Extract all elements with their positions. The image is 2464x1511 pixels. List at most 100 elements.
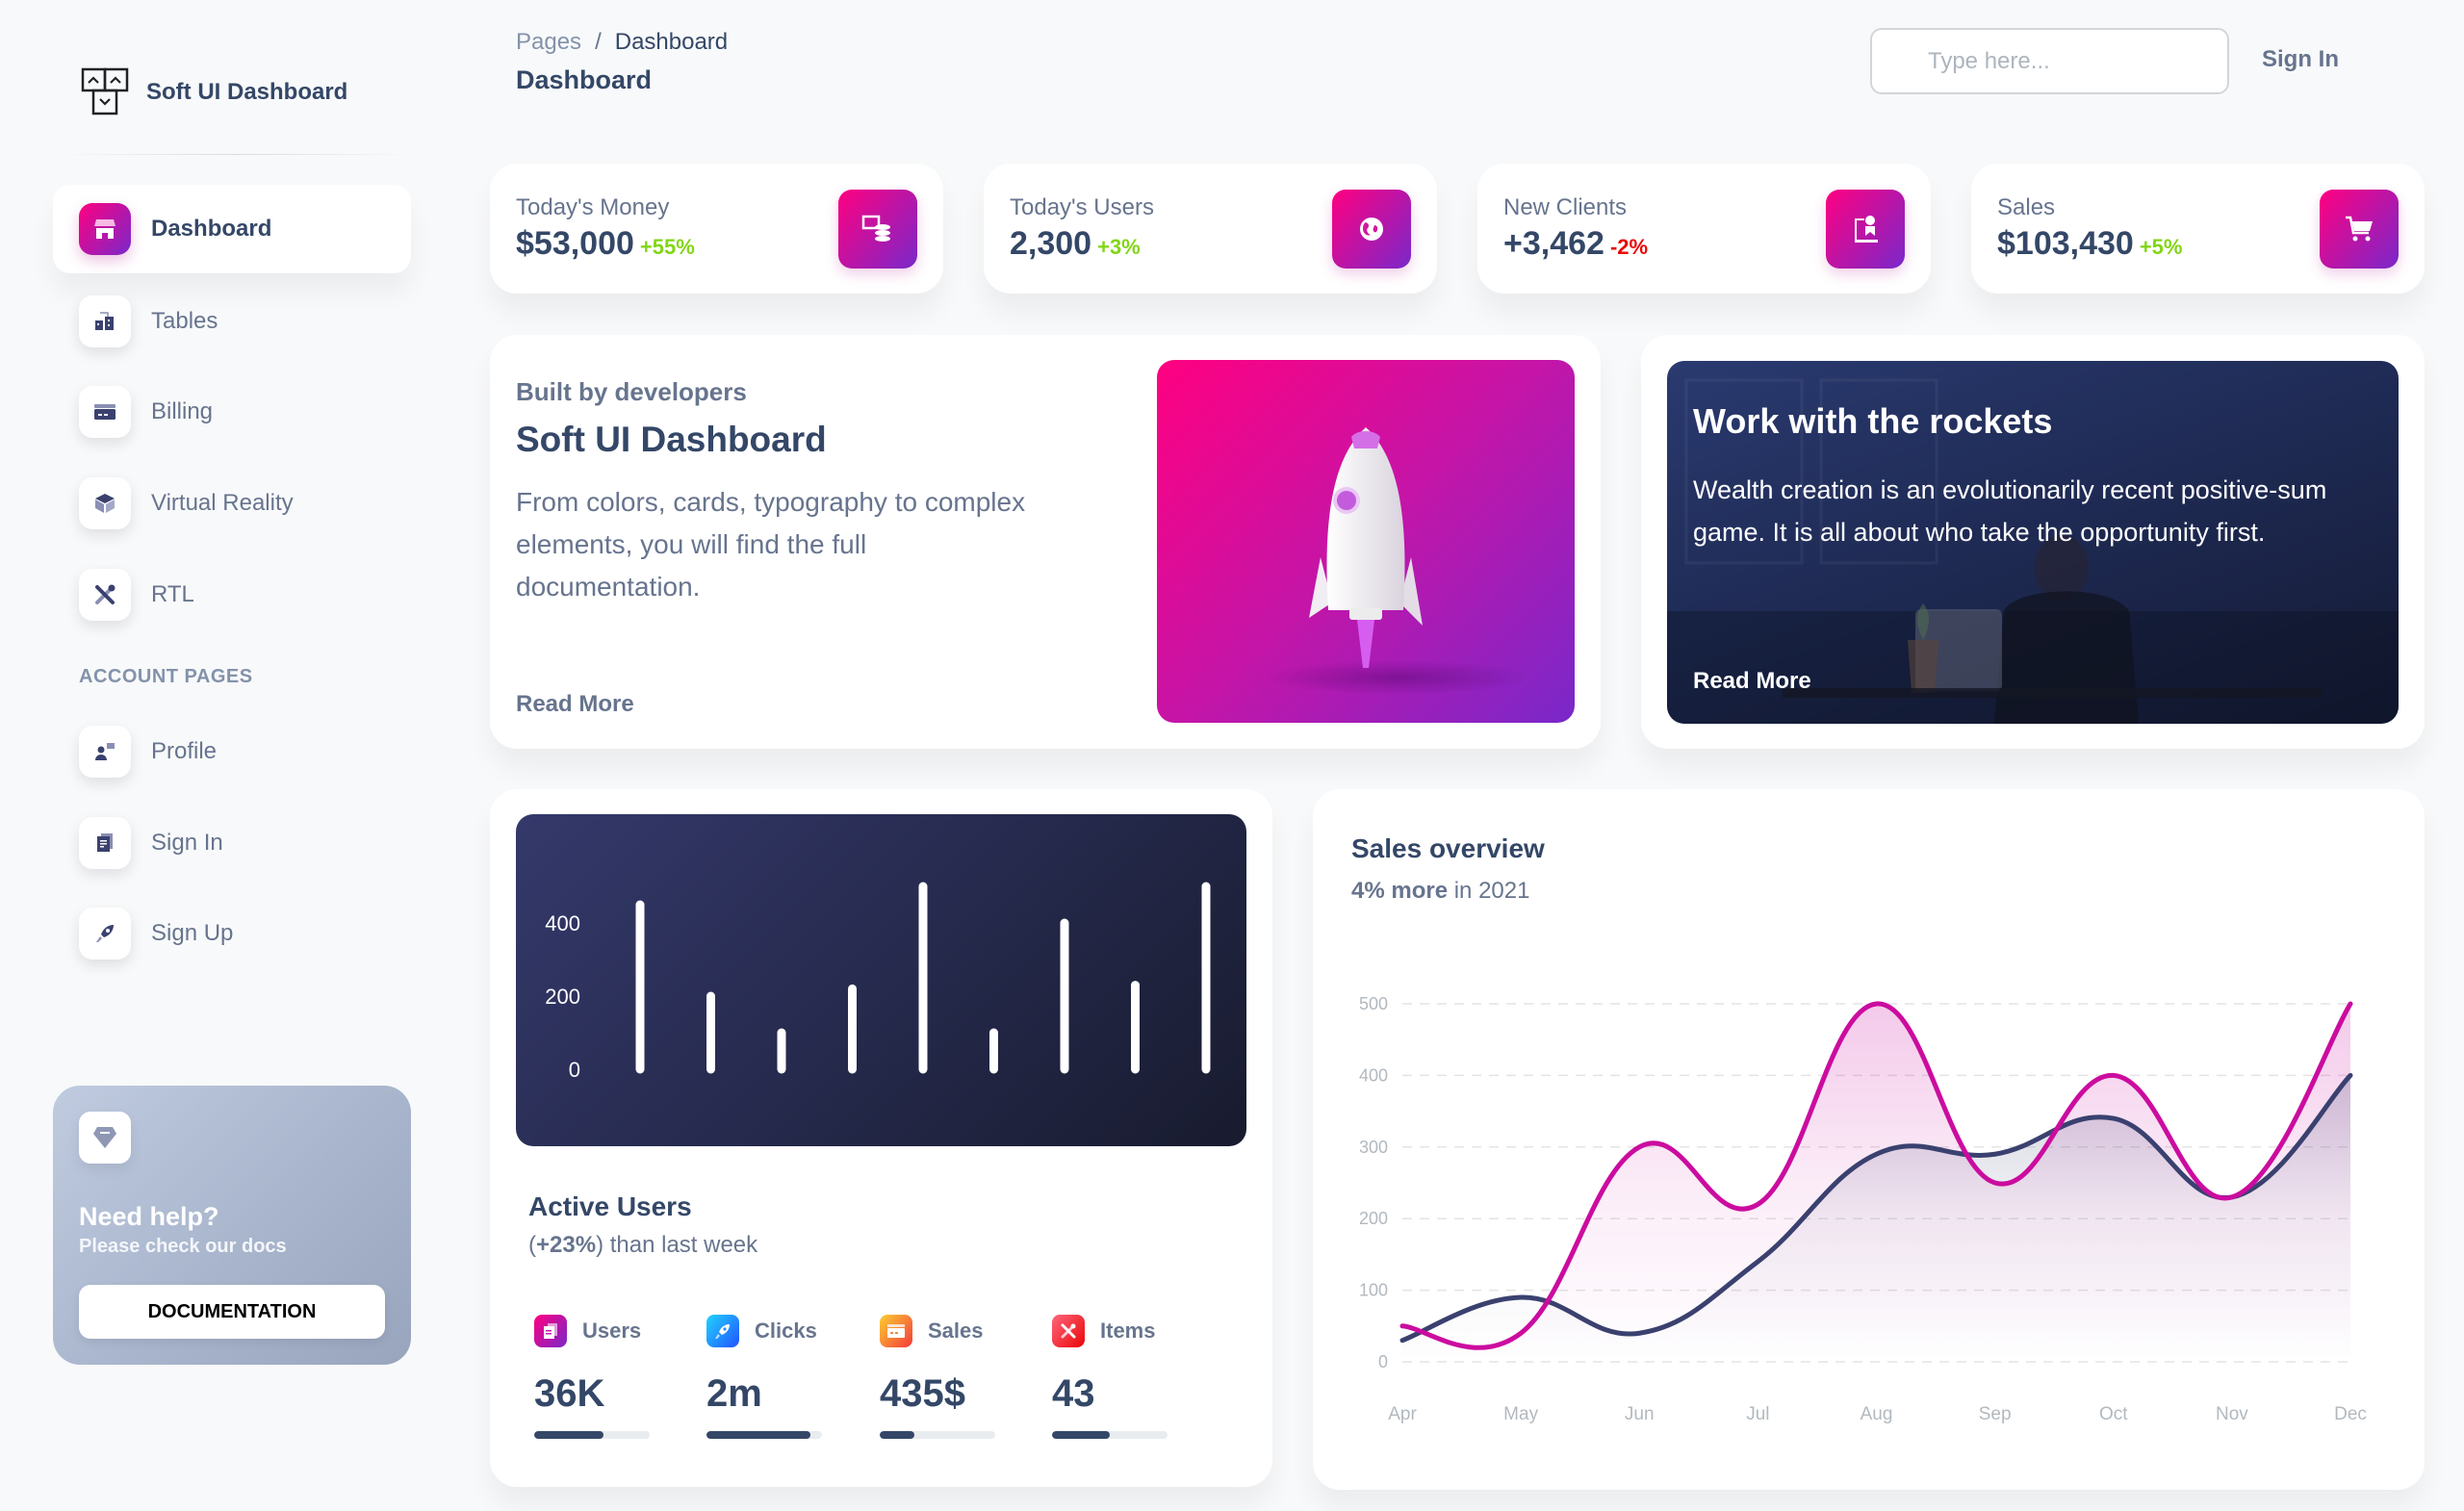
breadcrumb-current: Dashboard bbox=[614, 29, 729, 55]
sidebar-item-billing[interactable]: Billing bbox=[53, 368, 411, 456]
sidebar-item-label: Billing bbox=[151, 398, 214, 424]
stat-card-money: Today's Money $53,000 +55% bbox=[490, 164, 943, 294]
sidebar-item-tables[interactable]: Tables bbox=[53, 277, 411, 366]
document-icon bbox=[534, 1315, 567, 1347]
metric-label: Users bbox=[582, 1319, 642, 1343]
sidebar-section-heading: ACCOUNT PAGES bbox=[79, 666, 253, 687]
rockets-read-more-link[interactable]: Read More bbox=[1693, 668, 1811, 694]
intro-eyebrow: Built by developers bbox=[516, 377, 747, 406]
shop-icon bbox=[79, 203, 131, 255]
tools-icon bbox=[1052, 1315, 1085, 1347]
svg-text:Dec: Dec bbox=[2334, 1404, 2367, 1424]
document-icon bbox=[79, 817, 131, 869]
credit-card-icon bbox=[79, 386, 131, 438]
sidebar-item-rtl[interactable]: RTL bbox=[53, 551, 411, 639]
world-icon bbox=[1332, 189, 1411, 269]
svg-text:100: 100 bbox=[1359, 1281, 1388, 1300]
metric-progress bbox=[534, 1431, 650, 1439]
active-users-card: 0 200 400 Active Users (+23%) than last we… bbox=[490, 789, 1272, 1487]
intro-card: Built by developers Soft UI Dashboard Fr… bbox=[490, 335, 1601, 749]
rocket-illustration bbox=[1157, 360, 1575, 723]
metric-label: Sales bbox=[928, 1319, 984, 1343]
sidebar-item-label: Virtual Reality bbox=[151, 490, 294, 516]
stat-card-users: Today's Users 2,300 +3% bbox=[984, 164, 1437, 294]
stat-change: +5% bbox=[2139, 235, 2183, 259]
metric-progress bbox=[1052, 1431, 1168, 1439]
documentation-button[interactable]: DOCUMENTATION bbox=[79, 1285, 385, 1339]
spaceship-icon bbox=[706, 1315, 739, 1347]
customer-support-icon bbox=[79, 726, 131, 778]
office-photo-icon bbox=[1667, 378, 2399, 724]
sidebar-item-label: RTL bbox=[151, 581, 194, 607]
svg-text:200: 200 bbox=[1359, 1209, 1388, 1228]
sidebar-item-sign-up[interactable]: Sign Up bbox=[53, 889, 411, 978]
cart-icon bbox=[2320, 189, 2399, 269]
svg-text:Oct: Oct bbox=[2099, 1404, 2128, 1424]
intro-title: Soft UI Dashboard bbox=[516, 420, 827, 459]
stat-card-clients: New Clients +3,462 -2% bbox=[1477, 164, 1931, 294]
svg-text:400: 400 bbox=[545, 911, 580, 935]
metric-value: 435$ bbox=[880, 1372, 965, 1415]
svg-text:May: May bbox=[1503, 1404, 1538, 1424]
brand-logo[interactable]: Soft UI Dashboard bbox=[81, 67, 347, 117]
stat-value: +3,462 -2% bbox=[1503, 225, 1649, 262]
stat-change: -2% bbox=[1609, 235, 1649, 259]
sidebar-divider bbox=[58, 154, 414, 155]
svg-text:Jun: Jun bbox=[1625, 1404, 1655, 1424]
active-users-subtitle: (+23%) than last week bbox=[528, 1232, 758, 1258]
stat-value: $53,000 +55% bbox=[516, 225, 695, 262]
svg-text:Jul: Jul bbox=[1746, 1404, 1769, 1424]
sidebar-item-label: Sign In bbox=[151, 830, 223, 856]
rockets-body: Wealth creation is an evolutionarily rec… bbox=[1693, 475, 2327, 547]
sales-overview-card: Sales overview 4% more in 2021 0 100 200 30… bbox=[1313, 789, 2425, 1490]
stat-label: Sales bbox=[1997, 194, 2056, 220]
intro-body: From colors, cards, typography to comple… bbox=[516, 487, 1026, 602]
stat-change: +55% bbox=[639, 235, 695, 259]
sales-overview-title: Sales overview bbox=[1351, 833, 1545, 863]
metric-label: Clicks bbox=[755, 1319, 817, 1343]
stat-card-sales: Sales $103,430 +5% bbox=[1971, 164, 2425, 294]
spaceship-icon bbox=[79, 908, 131, 960]
credit-card-icon bbox=[880, 1315, 912, 1347]
settings-tools-icon bbox=[79, 569, 131, 621]
stat-change: +3% bbox=[1097, 235, 1141, 259]
svg-text:300: 300 bbox=[1359, 1138, 1388, 1157]
rockets-title: Work with the rockets bbox=[1693, 401, 2053, 441]
sidebar-item-sign-in[interactable]: Sign In bbox=[53, 799, 411, 887]
rocket-icon bbox=[1263, 427, 1532, 695]
metric-value: 2m bbox=[706, 1372, 762, 1415]
metric-progress bbox=[880, 1431, 995, 1439]
sidebar-item-label: Dashboard bbox=[151, 216, 272, 242]
metric-sales: Sales 435$ bbox=[880, 1315, 1024, 1439]
diamond-icon bbox=[79, 1112, 131, 1164]
svg-text:0: 0 bbox=[569, 1058, 580, 1082]
intro-read-more-link[interactable]: Read More bbox=[516, 691, 634, 717]
rockets-card: Work with the rockets Wealth creation is… bbox=[1641, 335, 2425, 749]
sidebar-item-label: Sign Up bbox=[151, 920, 234, 946]
logo-icon bbox=[81, 67, 129, 115]
stat-value: $103,430 +5% bbox=[1997, 225, 2183, 262]
money-coins-icon bbox=[838, 189, 917, 269]
bar-chart: 0 200 400 bbox=[545, 882, 1211, 1082]
rockets-banner: Work with the rockets Wealth creation is… bbox=[1667, 361, 2399, 724]
search-input[interactable] bbox=[1870, 28, 2229, 94]
help-subtitle: Please check our docs bbox=[79, 1236, 287, 1257]
metric-users: Users 36K bbox=[534, 1315, 679, 1439]
sales-overview-subtitle: 4% more in 2021 bbox=[1351, 878, 1530, 904]
metric-value: 43 bbox=[1052, 1372, 1095, 1415]
help-title: Need help? bbox=[79, 1202, 219, 1231]
stat-value: 2,300 +3% bbox=[1010, 225, 1141, 262]
sidebar-item-dashboard[interactable]: Dashboard bbox=[53, 185, 411, 273]
svg-text:Sep: Sep bbox=[1979, 1404, 2012, 1424]
active-users-bar-chart: 0 200 400 bbox=[516, 814, 1246, 1146]
sidebar-item-label: Profile bbox=[151, 738, 218, 764]
sign-in-link[interactable]: Sign In bbox=[2262, 46, 2339, 72]
paper-diploma-icon bbox=[1826, 189, 1905, 269]
breadcrumb-pages-link[interactable]: Pages bbox=[516, 29, 582, 55]
stat-label: Today's Users bbox=[1010, 194, 1154, 220]
help-card: Need help? Please check our docs DOCUMEN… bbox=[53, 1086, 411, 1365]
sidebar-item-profile[interactable]: Profile bbox=[53, 707, 411, 796]
stat-label: Today's Money bbox=[516, 194, 670, 220]
sidebar-item-virtual-reality[interactable]: Virtual Reality bbox=[53, 459, 411, 548]
metric-value: 36K bbox=[534, 1372, 605, 1415]
